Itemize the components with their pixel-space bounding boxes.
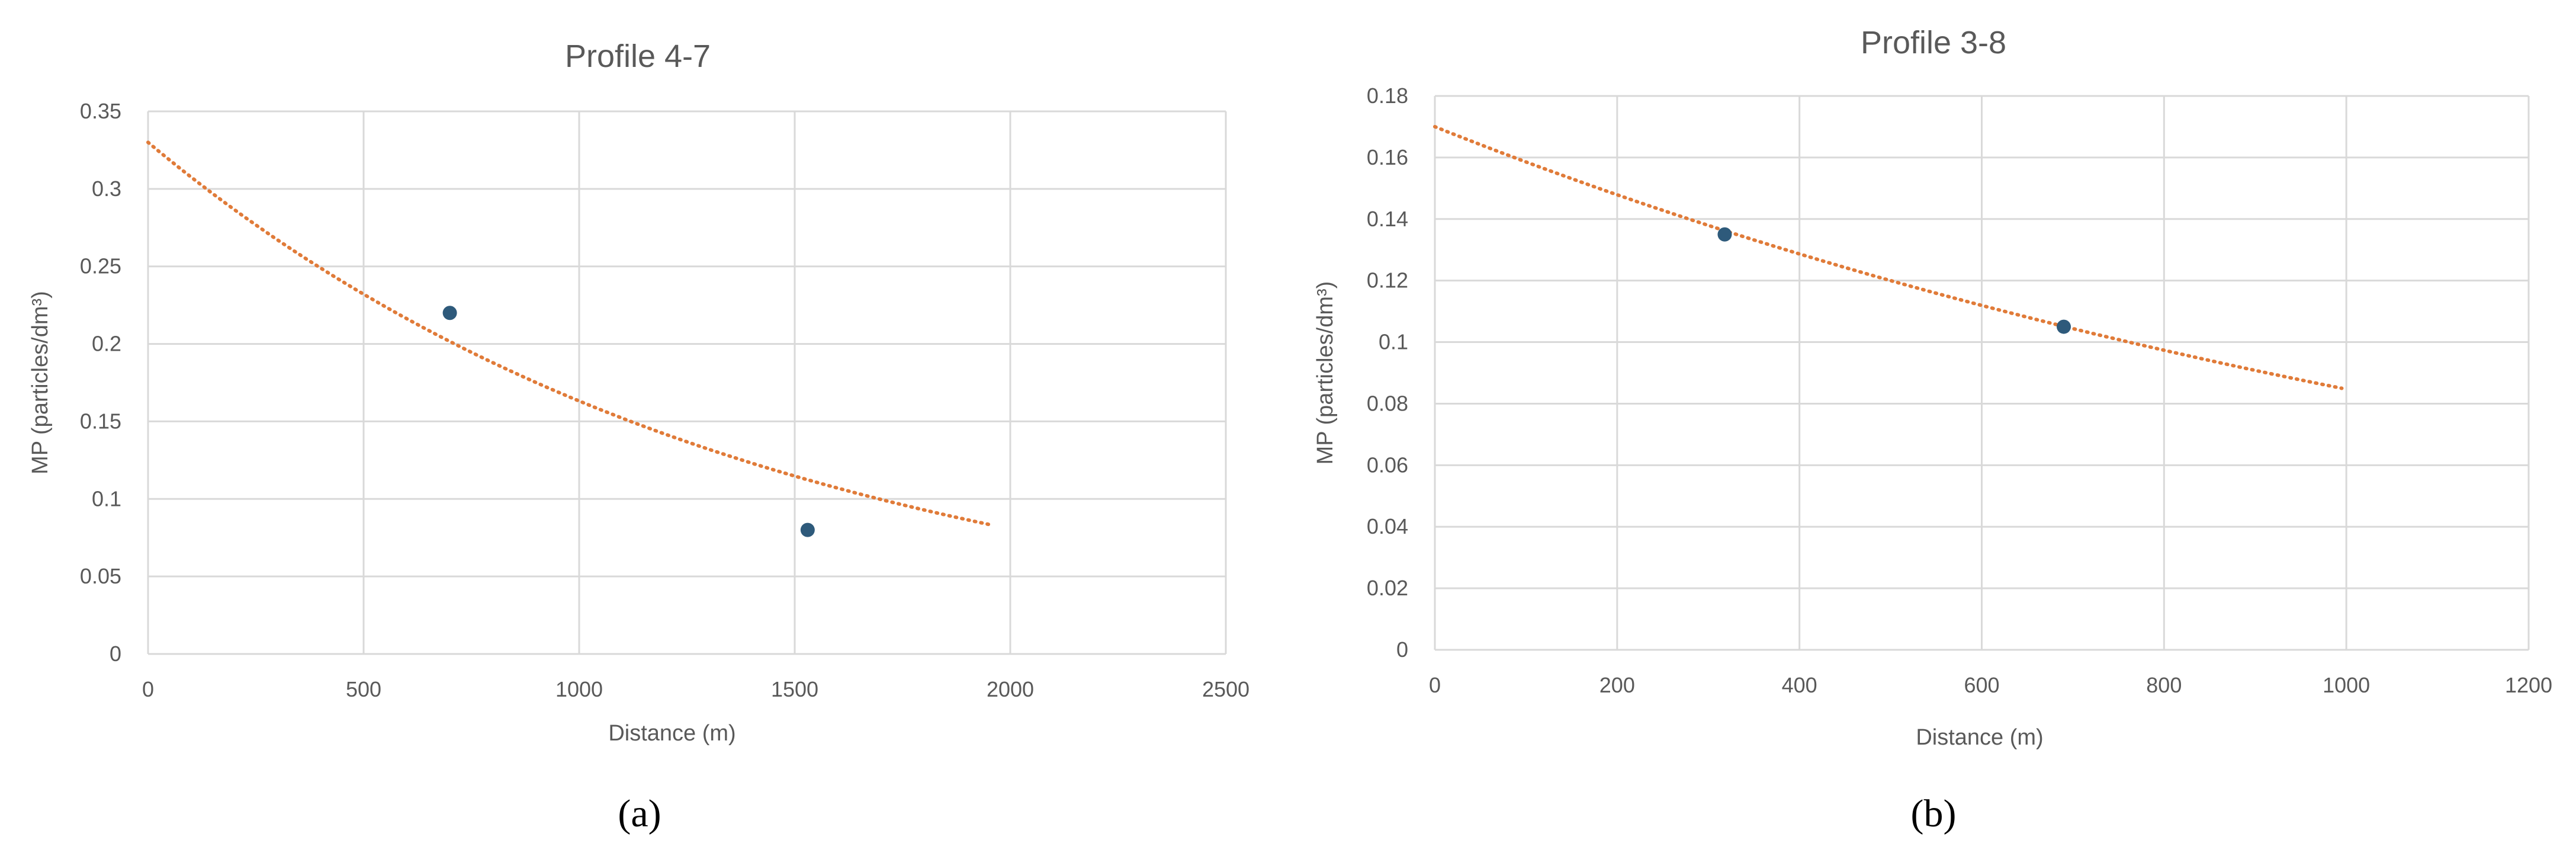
x-tick-label: 1500 <box>771 677 818 701</box>
x-tick-label: 0 <box>1429 673 1441 697</box>
y-axis-title: MP (particles/dm³) <box>28 291 53 474</box>
trendline <box>1433 124 2344 390</box>
x-tick-label: 2000 <box>987 677 1034 701</box>
data-point <box>1717 227 1732 242</box>
y-tick-label: 0.15 <box>80 409 121 433</box>
y-tick-label: 0 <box>110 642 121 666</box>
x-tick-label: 400 <box>1782 673 1817 697</box>
x-tick-label: 500 <box>346 677 381 701</box>
x-axis-title: Distance (m) <box>1916 725 2043 750</box>
y-tick-label: 0.06 <box>1367 453 1408 477</box>
y-tick-label: 0 <box>1396 637 1408 662</box>
x-tick-label: 1200 <box>2505 673 2552 697</box>
panel-label: (b) <box>1911 792 1957 835</box>
data-point <box>442 306 457 320</box>
chart-profile-3-8: 0 0.02 0.04 0.06 0.08 0.1 0.12 0.14 0.16 0.18 0 200… <box>1313 25 2552 835</box>
y-tick-label: 0.04 <box>1367 514 1408 538</box>
trendline <box>146 140 995 527</box>
x-tick-label: 0 <box>142 677 154 701</box>
y-tick-label: 0.2 <box>92 332 121 356</box>
y-tick-label: 0.08 <box>1367 391 1408 415</box>
y-axis-title: MP (particles/dm³) <box>1313 281 1338 465</box>
x-tick-label: 200 <box>1599 673 1635 697</box>
y-tick-label: 0.02 <box>1367 576 1408 600</box>
y-tick-label: 0.1 <box>1379 330 1408 354</box>
data-point <box>800 522 815 537</box>
x-tick-label: 800 <box>2146 673 2182 697</box>
panel-label: (a) <box>618 792 661 835</box>
y-tick-label: 0.1 <box>92 486 121 511</box>
chart-profile-4-7: 0 0.05 0.1 0.15 0.2 0.25 0.3 0.35 0 500 1000 1500 20… <box>28 39 1250 835</box>
x-tick-label: 1000 <box>2323 673 2370 697</box>
y-tick-label: 0.25 <box>80 254 121 278</box>
x-tick-label: 1000 <box>555 677 603 701</box>
y-tick-label: 0.18 <box>1367 84 1408 108</box>
y-tick-label: 0.35 <box>80 99 121 123</box>
data-point <box>2057 319 2071 334</box>
x-tick-label: 600 <box>1964 673 1999 697</box>
y-tick-label: 0.05 <box>80 564 121 588</box>
y-tick-label: 0.3 <box>92 177 121 201</box>
y-tick-label: 0.12 <box>1367 268 1408 293</box>
y-tick-label: 0.14 <box>1367 207 1408 231</box>
chart-title: Profile 4-7 <box>565 39 711 74</box>
chart-title: Profile 3-8 <box>1861 25 2006 60</box>
y-tick-label: 0.16 <box>1367 145 1408 169</box>
x-axis-title: Distance (m) <box>608 721 735 746</box>
x-tick-label: 2500 <box>1202 677 1250 701</box>
